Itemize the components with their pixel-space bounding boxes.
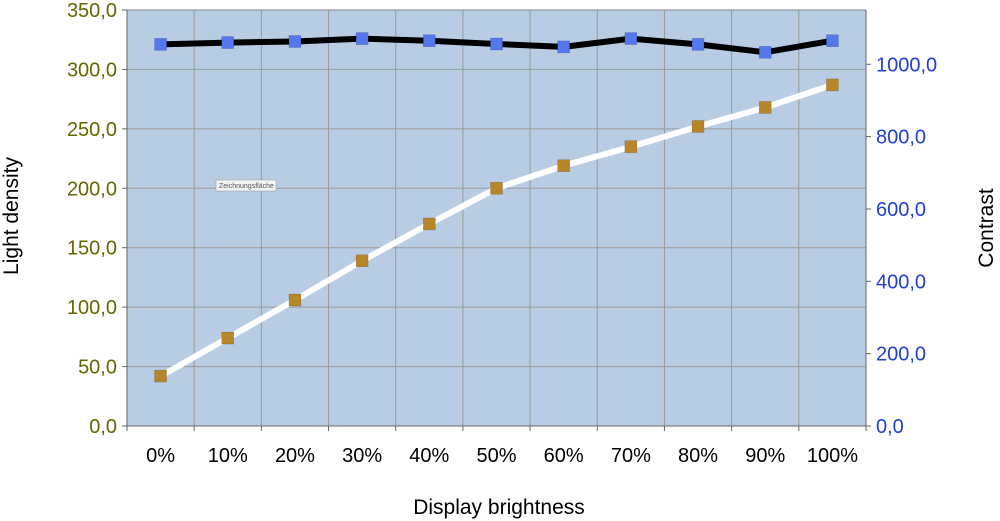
x-tick-label: 10% (208, 445, 248, 467)
y-axis-left-title: Light density (0, 157, 23, 275)
series-1-point (288, 293, 302, 307)
y-left-tick-label: 50,0 (78, 357, 117, 379)
x-tick-label: 20% (275, 445, 315, 467)
y-left-tick-label: 250,0 (67, 119, 117, 141)
tooltip-box (215, 179, 277, 192)
plot-area (127, 10, 866, 426)
tooltip-label: Zeichnungsfläche (219, 183, 274, 190)
series-1-point (624, 140, 638, 153)
series-0-point (221, 36, 235, 49)
series-0-point (355, 32, 369, 45)
grid (127, 9, 866, 426)
series-0-point (154, 38, 167, 51)
y-right-tick-label: 600,0 (876, 199, 926, 221)
x-tick-label: 70% (611, 445, 651, 467)
series-0-point (423, 34, 436, 47)
y-left-tick-label: 300,0 (67, 59, 117, 81)
y-right-tick-label: 800,0 (876, 127, 926, 149)
y-left-tick-label: 0,0 (89, 416, 117, 438)
x-tick-label: 30% (342, 445, 382, 467)
x-axis-title: Display brightness (413, 496, 585, 519)
y-right-tick-label: 1000,0 (876, 54, 937, 76)
y-left-tick-label: 100,0 (67, 297, 117, 319)
x-tick-label: 0% (146, 445, 175, 467)
series-1-point (691, 120, 705, 133)
x-tick-label: 100% (807, 445, 858, 467)
series-1-point (557, 159, 570, 172)
series-0-point (624, 32, 638, 45)
series-1-point (221, 331, 235, 345)
x-tick-label: 50% (476, 445, 516, 467)
axes (122, 9, 871, 431)
y-left-tick-label: 150,0 (67, 238, 117, 260)
y-left-tick-label: 350,0 (67, 0, 117, 22)
series-1-point (826, 78, 839, 92)
y-right-tick-label: 0,0 (876, 416, 904, 438)
y-right-tick-label: 400,0 (876, 271, 926, 293)
y-right-tick-label: 200,0 (876, 344, 926, 366)
series-0-point (490, 37, 503, 51)
x-tick-label: 80% (678, 445, 718, 467)
series-0-point (691, 38, 705, 51)
y-axis-right-title: Contrast (975, 188, 998, 268)
series-1-point (154, 369, 167, 383)
series-1-point (490, 182, 503, 195)
x-tick-label: 40% (409, 445, 449, 467)
ticks: 0,0 50,0 100,0 150,0 200,0 250,0 300,0 350,0 0,0… (67, 0, 937, 467)
plot-area-tooltip: Zeichnungsfläche (215, 179, 277, 192)
series-0-point (557, 40, 570, 54)
y-left-tick-label: 200,0 (67, 178, 117, 200)
series-1-point (758, 101, 772, 114)
series-1-point (423, 217, 436, 231)
series-1-point (355, 254, 369, 268)
series-0-point (758, 46, 772, 59)
series-layer (154, 32, 839, 383)
series-0-point (826, 34, 839, 47)
series-0-point (288, 35, 302, 48)
x-tick-label: 90% (745, 445, 785, 467)
x-tick-label: 60% (544, 445, 584, 467)
